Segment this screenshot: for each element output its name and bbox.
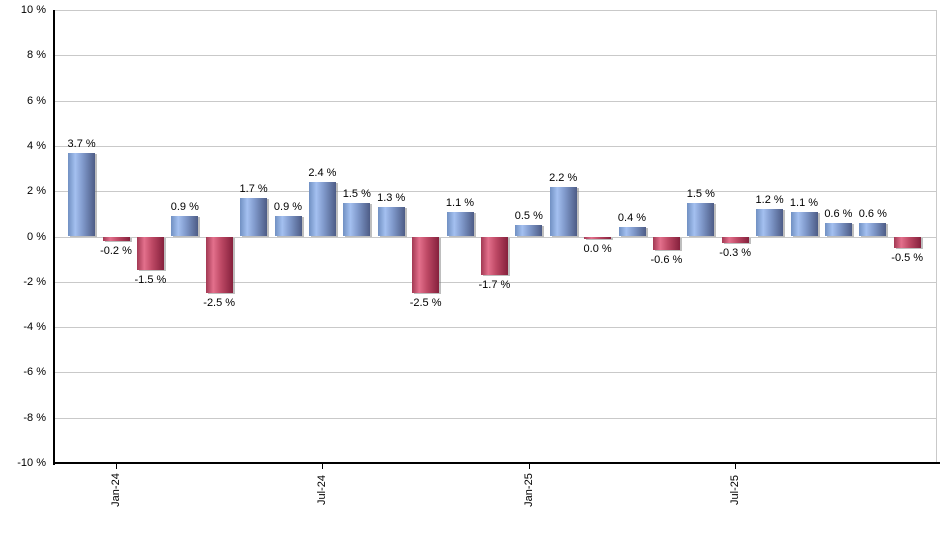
bar <box>412 236 440 294</box>
x-axis-tick-label: Jan-25 <box>522 473 535 507</box>
bar-value-label: 3.7 % <box>67 137 96 150</box>
gridline <box>55 55 936 57</box>
gridline <box>55 372 936 374</box>
x-axis-tick <box>116 463 117 469</box>
bar <box>756 209 784 237</box>
bar <box>136 236 164 271</box>
x-axis-tick <box>735 463 737 469</box>
gridline <box>55 327 936 329</box>
gridline <box>55 191 936 193</box>
plot-border-top <box>55 10 936 11</box>
bar-value-label: 0.6 % <box>824 207 853 220</box>
y-axis-tick-label: 8 % <box>27 49 46 62</box>
bar <box>308 182 336 237</box>
bar-value-label: 2.4 % <box>308 167 337 180</box>
bar <box>721 236 749 244</box>
bar <box>618 227 646 237</box>
bar-value-label: 0.6 % <box>858 207 887 220</box>
plot-border-right <box>936 10 937 463</box>
bar-value-label: -1.5 % <box>134 274 167 287</box>
bar <box>893 236 921 248</box>
x-axis-tick <box>528 463 530 469</box>
gridline <box>55 281 936 283</box>
bar-value-label: 1.1 % <box>789 196 819 209</box>
x-axis-tick <box>322 463 324 469</box>
y-axis-tick-label: 10 % <box>20 4 46 16</box>
bar <box>480 236 508 275</box>
bar <box>584 236 612 239</box>
y-axis-tick-label: -2 % <box>23 275 46 288</box>
bar-value-label: -2.5 % <box>203 297 236 310</box>
bar-value-label: -2.5 % <box>409 297 442 310</box>
bar-value-label: 1.2 % <box>755 194 784 207</box>
x-axis-tick-label: Jul-24 <box>316 475 329 505</box>
bar <box>687 202 715 237</box>
bar <box>171 216 199 237</box>
bar-value-label: 1.7 % <box>239 182 268 195</box>
bar <box>446 211 474 237</box>
bar <box>377 207 405 237</box>
gridline <box>55 417 936 419</box>
bar <box>515 225 543 237</box>
bar-value-label: -0.2 % <box>100 245 132 258</box>
bar-value-label: -0.5 % <box>891 251 924 264</box>
bar-value-label: 0.9 % <box>170 201 199 214</box>
bar-value-label: 2.2 % <box>549 171 578 184</box>
bar <box>205 236 233 294</box>
bar-value-label: 0.5 % <box>514 210 543 223</box>
bar-value-label: -0.6 % <box>650 254 683 267</box>
y-axis-line <box>53 10 55 465</box>
y-axis-tick-label: -10 % <box>17 457 46 469</box>
bar <box>824 222 852 237</box>
gridline <box>55 145 936 147</box>
bar-value-label: -1.7 % <box>478 279 511 291</box>
bar <box>790 211 818 237</box>
bar <box>102 236 130 242</box>
x-axis-tick-label: Jul-25 <box>729 475 742 505</box>
bar <box>274 216 302 237</box>
x-axis-line <box>53 462 940 464</box>
bar-value-label: 1.1 % <box>445 196 475 209</box>
gridline <box>55 100 936 102</box>
bar <box>343 202 371 237</box>
bar-value-label: 0.4 % <box>617 212 647 225</box>
bar <box>68 152 96 237</box>
bar <box>549 186 577 237</box>
bar-value-label: 1.5 % <box>686 187 715 200</box>
bar <box>859 222 887 237</box>
bar-value-label: 0.0 % <box>583 242 612 255</box>
y-axis-tick-label: 4 % <box>27 139 46 152</box>
bar <box>652 236 680 251</box>
y-axis-tick-label: 2 % <box>27 185 46 198</box>
bar-value-label: 1.3 % <box>377 192 406 205</box>
y-axis-tick-label: -6 % <box>23 366 46 379</box>
bar-value-label: -0.3 % <box>719 247 752 260</box>
bar-value-label: 0.9 % <box>273 201 303 214</box>
bar <box>240 197 268 237</box>
x-axis-tick-label: Jan-24 <box>110 473 122 507</box>
y-axis-tick-label: -8 % <box>23 411 46 424</box>
bar-value-label: 1.5 % <box>342 187 371 200</box>
y-axis-tick-label: 6 % <box>27 94 46 107</box>
y-axis-tick-label: -4 % <box>23 321 46 334</box>
y-axis-tick-label: 0 % <box>27 230 46 243</box>
